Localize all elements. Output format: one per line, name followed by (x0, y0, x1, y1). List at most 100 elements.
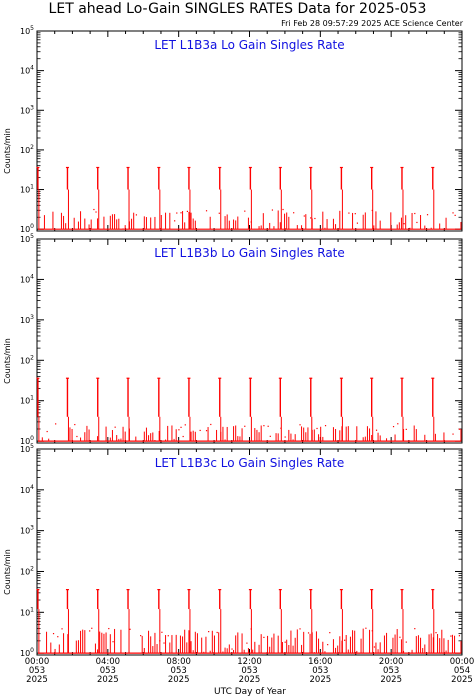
y-tick-label: 104 (20, 484, 34, 495)
noise-dot (267, 425, 269, 427)
noise-dot (180, 426, 182, 428)
noise-dot (46, 430, 48, 433)
chart-panel-3: LET L1B3c Lo Gain Singles Rate Counts/min… (3, 443, 474, 685)
noise-dot (284, 436, 286, 438)
x-tick-day: 053 (29, 666, 45, 676)
noise-dot (416, 221, 418, 224)
chart-panels: LET L1B3a Lo Gain Singles Rate Counts/min… (3, 25, 474, 685)
noise-dot (392, 425, 395, 428)
noise-dot (458, 428, 461, 430)
x-tick-time: 08:00 (166, 657, 191, 667)
panel-title: LET L1B3c Lo Gain Singles Rate (155, 456, 345, 470)
noise-dot (108, 627, 110, 630)
y-tick-label: 100 (20, 435, 34, 446)
y-tick-label: 105 (20, 233, 34, 244)
y-tick-label: 103 (20, 314, 34, 325)
x-tick-year: 2025 (97, 675, 119, 685)
y-tick-label: 100 (20, 647, 34, 658)
noise-dot (208, 631, 210, 633)
noise-dot (399, 636, 401, 638)
plot-frame (36, 30, 463, 232)
noise-dot (316, 427, 318, 430)
noise-dot (180, 212, 182, 214)
y-tick-label: 104 (20, 273, 34, 284)
noise-dot (263, 636, 265, 639)
chart-panel-2: LET L1B3b Lo Gain Singles Rate Counts/min… (3, 233, 463, 446)
noise-dot (76, 435, 78, 438)
x-tick-year: 2025 (451, 675, 473, 685)
x-tick-year: 2025 (168, 675, 190, 685)
noise-dot (176, 212, 178, 214)
x-tick-day: 053 (312, 666, 328, 676)
noise-dot (114, 426, 116, 428)
noise-dot (365, 627, 367, 629)
noise-dot (344, 639, 346, 641)
panel-title: LET L1B3b Lo Gain Singles Rate (154, 246, 345, 260)
y-tick-label: 103 (20, 525, 34, 536)
x-tick-time: 04:00 (96, 657, 121, 667)
noise-dot (186, 210, 189, 213)
plot-frame (36, 238, 463, 444)
noise-dot (450, 635, 452, 637)
noise-dot (57, 636, 59, 638)
x-tick-time: 00:00 (25, 657, 50, 667)
panel-title: LET L1B3a Lo Gain Singles Rate (154, 38, 344, 52)
x-axis-label: UTC Day of Year (214, 687, 286, 697)
noise-dot (310, 217, 312, 219)
noise-dot (129, 628, 131, 630)
x-tick-year: 2025 (310, 675, 332, 685)
noise-dot (95, 211, 97, 213)
noise-dot (216, 631, 218, 634)
noise-dot (135, 214, 138, 216)
noise-dot (327, 644, 329, 646)
y-tick-label: 101 (20, 395, 34, 406)
noise-dot (397, 423, 399, 425)
noise-dot (61, 628, 63, 630)
noise-dot (89, 630, 91, 632)
noise-dot (161, 631, 163, 633)
x-tick-time: 00:00 (450, 657, 475, 667)
noise-dot (246, 642, 248, 644)
noise-dot (244, 425, 246, 427)
chart-panel-1: LET L1B3a Lo Gain Singles Rate Counts/min… (3, 25, 463, 234)
noise-dot (452, 433, 454, 435)
noise-dot (314, 217, 316, 220)
x-tick-day: 053 (383, 666, 399, 676)
noise-dot (373, 646, 376, 648)
y-tick-label: 101 (20, 184, 34, 195)
noise-dot (426, 214, 429, 216)
noise-dot (354, 213, 356, 215)
noise-dot (167, 635, 169, 637)
noise-dot (199, 429, 201, 432)
x-tick-time: 12:00 (237, 657, 262, 667)
noise-dot (414, 212, 416, 215)
noise-dot (403, 223, 405, 225)
noise-dot (414, 628, 416, 630)
noise-dot (218, 212, 220, 214)
noise-dot (435, 632, 437, 634)
noise-dot (184, 424, 186, 426)
noise-dot (178, 429, 180, 431)
noise-dot (231, 648, 233, 650)
noise-dot (244, 210, 246, 212)
y-axis-label: Counts/min (3, 549, 12, 595)
x-tick-time: 20:00 (379, 657, 404, 667)
noise-dot (163, 642, 165, 644)
noise-dot (299, 628, 301, 630)
noise-dot (52, 632, 55, 635)
y-tick-label: 105 (20, 443, 34, 454)
x-tick-day: 054 (454, 666, 470, 676)
x-tick-year: 2025 (26, 675, 48, 685)
noise-dot (405, 428, 407, 430)
noise-dot (348, 212, 350, 214)
timestamp: Fri Feb 28 09:57:29 2025 ACE Science Cen… (281, 19, 463, 28)
x-tick-day: 053 (241, 666, 257, 676)
noise-dot (454, 214, 456, 216)
noise-dot (458, 635, 461, 637)
noise-dot (205, 430, 208, 432)
noise-dot (293, 212, 295, 214)
noise-dot (299, 424, 301, 426)
noise-dot (91, 627, 93, 629)
y-tick-label: 100 (20, 223, 34, 234)
page-title: LET ahead Lo-Gain SINGLES RATES Data for… (48, 1, 427, 17)
